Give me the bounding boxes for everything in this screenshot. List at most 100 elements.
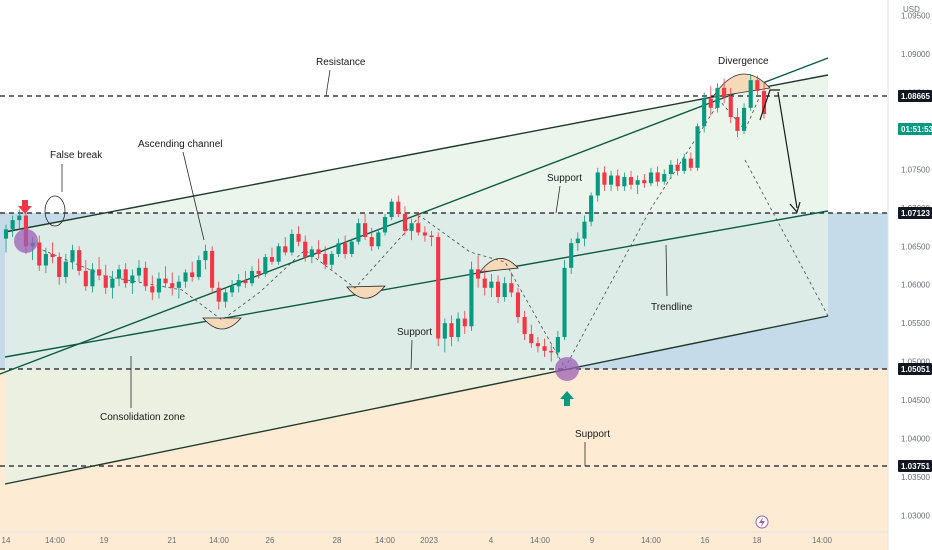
candle-down	[269, 257, 275, 262]
candle-up	[682, 158, 687, 171]
y-tick-label: 1.04500	[901, 396, 930, 405]
candle-down	[256, 270, 261, 274]
candle-down	[362, 223, 368, 238]
resistance-pointer	[325, 69, 331, 97]
candle-up	[43, 253, 48, 266]
support-pointer-1	[555, 185, 561, 214]
projection-arrow-up	[759, 89, 780, 121]
resistance-label: Resistance	[316, 57, 366, 68]
y-tick-label: 1.03000	[901, 511, 930, 520]
candle-down	[529, 333, 534, 344]
candle-up	[715, 87, 720, 108]
candle-down	[708, 98, 713, 108]
candle-up	[63, 261, 68, 278]
y-tick-label: 1.07500	[901, 165, 930, 174]
candle-up	[70, 250, 75, 262]
candle-up	[662, 173, 667, 182]
candle-down	[422, 232, 427, 236]
candle-down	[283, 246, 288, 253]
price-tag-resistance: 1.08665	[898, 90, 932, 102]
candle-up	[456, 318, 461, 338]
candle-down	[396, 201, 401, 214]
candle-down	[602, 172, 607, 185]
candle-up	[589, 195, 594, 222]
candle-down	[755, 80, 760, 91]
candle-down	[535, 343, 540, 347]
candle-down	[476, 269, 481, 279]
candle-up	[176, 281, 181, 288]
y-tick-label: 1.06000	[901, 281, 930, 290]
candle-up	[336, 243, 341, 254]
candle-up	[502, 283, 507, 298]
candle-down	[170, 283, 175, 288]
channel-lower-line	[4, 315, 829, 485]
candle-up	[648, 172, 654, 184]
candle-down	[402, 213, 408, 231]
candle-up	[635, 180, 640, 185]
y-tick-label: 1.09000	[901, 50, 930, 59]
x-tick-label: 14	[2, 536, 11, 545]
x-tick-label: 9	[590, 536, 595, 545]
candle-up	[376, 232, 381, 247]
candle-up	[622, 177, 627, 187]
price-tag-support-mid: 1.07123	[898, 207, 932, 219]
candle-up	[236, 280, 241, 287]
false-break-outline	[44, 195, 66, 227]
candle-down	[83, 270, 88, 287]
lightning-icon[interactable]	[755, 515, 769, 529]
x-tick-label: 21	[168, 536, 177, 545]
svg-text:1.08665: 1.08665	[901, 92, 930, 101]
candle-up	[555, 337, 560, 353]
candle-up	[442, 323, 447, 339]
support-label-2: Support	[397, 327, 432, 338]
candle-down	[57, 257, 62, 278]
candle-up	[289, 233, 294, 253]
candle-down	[163, 278, 168, 284]
candle-up	[203, 250, 208, 261]
candle-down	[37, 242, 42, 266]
candle-up	[389, 201, 394, 218]
candle-down	[628, 177, 634, 185]
y-tick-label: 1.05500	[901, 319, 930, 328]
x-tick-label: 16	[701, 536, 710, 545]
svg-text:1.07123: 1.07123	[901, 209, 930, 218]
candle-up	[110, 278, 115, 288]
candle-up	[469, 269, 474, 327]
candle-down	[97, 269, 102, 276]
x-tick-label: 2023	[420, 536, 438, 545]
trendline	[4, 210, 829, 358]
candle-down	[509, 283, 514, 293]
candle-up	[668, 164, 673, 174]
consolidation-zone-label: Consolidation zone	[100, 412, 185, 423]
price-tag-countdown: 01:51:53	[898, 123, 932, 135]
false-break-label: False break	[50, 150, 103, 161]
candle-up	[702, 98, 707, 127]
candle-up	[595, 172, 600, 196]
candle-down	[123, 269, 128, 284]
trendline-label: Trendline	[651, 302, 693, 313]
red-down-arrow	[18, 200, 32, 214]
candle-down	[761, 90, 767, 114]
candle-up	[276, 246, 281, 262]
time-axis-ticks: 14 14:00 19 21 14:00 26 28 14:00 2023 4 14:00 9 14:0…	[2, 536, 833, 545]
candle-up	[409, 223, 414, 231]
candle-down	[343, 243, 348, 254]
candle-down	[323, 253, 328, 265]
candle-up	[382, 217, 388, 233]
x-tick-label: 14:00	[375, 536, 396, 545]
candle-down	[210, 250, 215, 288]
candle-up	[748, 80, 753, 108]
candle-up	[309, 249, 314, 258]
x-tick-label: 26	[266, 536, 275, 545]
candle-down	[522, 317, 527, 334]
x-tick-label: 14:00	[530, 536, 551, 545]
candle-up	[575, 238, 580, 244]
candle-up	[183, 272, 188, 282]
support-touch-marker	[555, 357, 579, 381]
candle-down	[495, 281, 501, 298]
candle-down	[103, 275, 108, 288]
candle-down	[549, 350, 554, 353]
arc-pullback-1	[202, 317, 242, 330]
x-tick-label: 14:00	[45, 536, 66, 545]
